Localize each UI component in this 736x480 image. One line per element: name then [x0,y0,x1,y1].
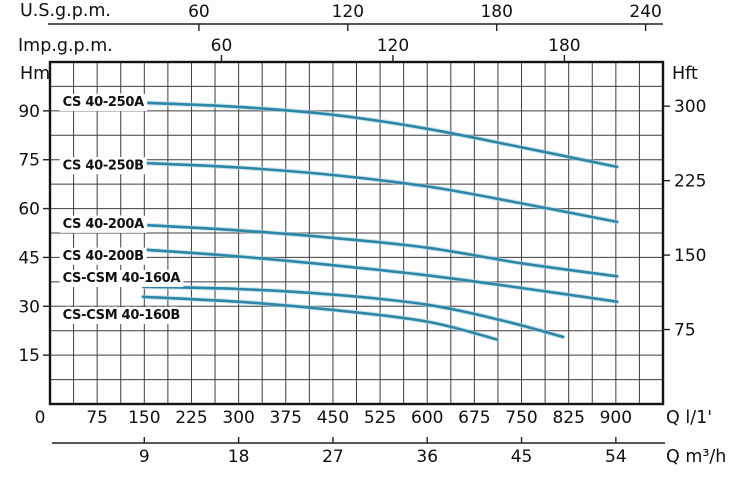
hm-tick-label: 15 [18,346,40,366]
curves [140,100,620,342]
curve-cs-40-200b [141,248,619,303]
curve-label-bg [59,307,184,325]
imp-gpm-axis-title: Imp.g.p.m. [18,36,113,56]
q-l-min-axis-title: Q l/1' [666,408,712,428]
curve-label-cs-csm-40-160b: CS-CSM 40-160B [63,308,180,323]
us-gpm-tick-label: 240 [629,2,661,22]
q-l-min-tick-label: 825 [552,408,584,428]
curve-cs-40-250a [141,101,619,169]
grid [48,60,665,406]
curve-cs-40-250b [141,161,619,224]
curve-label-cs-40-250a: CS 40-250A [63,95,145,110]
hm-tick-label: 45 [18,248,40,268]
axes: 60 120 180 240 60 120 180 0 75 150 225 300 375 450 525… [18,2,706,467]
q-m3h-tick-label: 54 [605,447,627,467]
curve-label-cs-csm-40-160a: CS-CSM 40-160A [63,271,181,286]
q-l-min-tick-label: 750 [505,408,537,428]
q-m3h-tick-label: 36 [416,447,438,467]
curve-label-cs-40-200a: CS 40-200A [63,217,145,232]
q-l-min-tick-label: 450 [317,408,349,428]
curve-label-cs-40-200b: CS 40-200B [63,249,144,264]
q-l-min-tick-label: 150 [128,408,160,428]
curve-label-bg [59,247,147,265]
us-gpm-tick-label: 120 [332,2,364,22]
curve-cs-40-200a [141,223,619,278]
curve-label-bg [59,94,148,112]
hft-axis-title: Hft [672,64,698,84]
q-l-min-tick-label: 225 [175,408,207,428]
us-gpm-axis-title: U.S.g.p.m. [20,1,111,21]
q-m3h-tick-label: 27 [322,447,344,467]
hm-tick-label: 90 [18,102,40,122]
q-m3h-tick-label: 45 [511,447,533,467]
q-l-min-tick-label: 900 [600,408,632,428]
q-m3h-axis-title: Q m³/h [666,447,726,467]
hm-tick-label: 75 [18,151,40,171]
us-gpm-tick-label: 60 [188,2,210,22]
curve-cs-csm-40-160a [141,285,565,339]
imp-gpm-tick-label: 60 [211,36,233,56]
q-l-min-tick-label: 600 [411,408,443,428]
q-l-min-tick-label: 525 [364,408,396,428]
q-m3h-tick-label: 18 [228,447,250,467]
curve-halo-cs-csm-40-160b [140,294,500,342]
hft-tick-label: 75 [674,321,696,341]
curve-cs-csm-40-160b [141,295,499,341]
q-l-min-tick-label: 300 [222,408,254,428]
us-gpm-tick-label: 180 [480,2,512,22]
hm-tick-label: 60 [18,200,40,220]
curve-labels: CS 40-250A CS 40-250B CS 40-200A CS 40-200B… [59,93,184,326]
q-l-min-tick-label: 375 [270,408,302,428]
q-m3h-tick-label: 9 [139,447,150,467]
curve-label-bg [59,215,148,233]
hft-tick-label: 300 [674,97,706,117]
q-l-min-tick-label: 675 [458,408,490,428]
hm-tick-label: 30 [18,297,40,317]
hft-tick-label: 225 [674,172,706,192]
imp-gpm-tick-label: 120 [377,36,409,56]
q-l-min-tick-label: 0 [35,408,46,428]
imp-gpm-tick-label: 180 [548,36,580,56]
curve-label-bg [59,269,184,287]
curve-label-bg [59,157,147,175]
hft-tick-label: 150 [674,246,706,266]
q-l-min-tick-label: 75 [86,408,108,428]
plot-border [48,60,665,406]
hm-axis-title: Hm [20,64,50,84]
curve-label-cs-40-250b: CS 40-250B [63,158,144,173]
